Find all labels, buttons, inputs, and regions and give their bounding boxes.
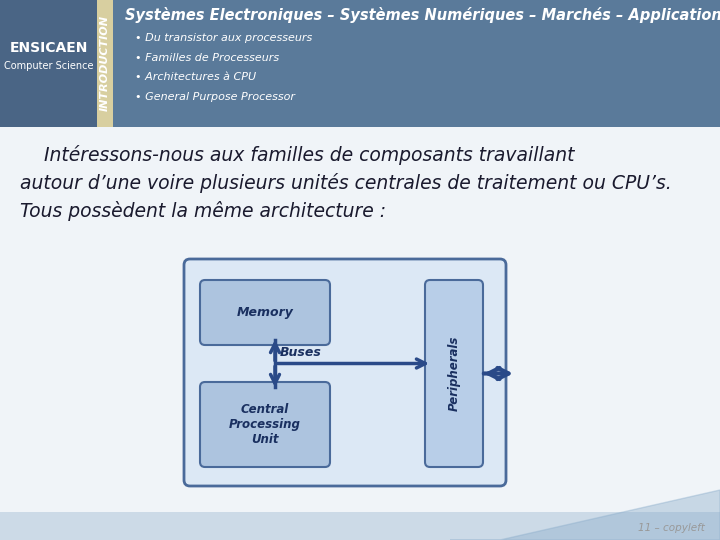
FancyBboxPatch shape	[425, 280, 483, 467]
Bar	[97, 0, 113, 127]
FancyBboxPatch shape	[200, 280, 330, 345]
Text: 11 – copyleft: 11 – copyleft	[638, 523, 705, 533]
Text: • Familles de Processeurs: • Familles de Processeurs	[135, 53, 279, 63]
Text: • Architectures à CPU: • Architectures à CPU	[135, 72, 256, 83]
Text: Central
Processing
Unit: Central Processing Unit	[229, 403, 301, 446]
Bar	[0, 0, 720, 127]
FancyBboxPatch shape	[200, 382, 330, 467]
Bar	[0, 0, 97, 127]
Polygon shape	[450, 490, 720, 540]
Text: Memory: Memory	[237, 306, 294, 319]
Text: Tous possèdent la même architecture :: Tous possèdent la même architecture :	[20, 201, 386, 221]
Text: • Du transistor aux processeurs: • Du transistor aux processeurs	[135, 33, 312, 43]
Bar	[0, 512, 720, 540]
Text: Peripherals: Peripherals	[448, 336, 461, 411]
Text: autour d’une voire plusieurs unités centrales de traitement ou CPU’s.: autour d’une voire plusieurs unités cent…	[20, 173, 672, 193]
Text: INTRODUCTION: INTRODUCTION	[100, 16, 110, 111]
Text: • General Purpose Processor: • General Purpose Processor	[135, 92, 295, 102]
Text: ENSICAEN: ENSICAEN	[9, 41, 88, 55]
FancyBboxPatch shape	[184, 259, 506, 486]
Text: Systèmes Electroniques – Systèmes Numériques – Marchés – Applications: Systèmes Electroniques – Systèmes Numéri…	[125, 7, 720, 23]
Text: Computer Science: Computer Science	[4, 61, 94, 71]
Text: Buses: Buses	[280, 346, 322, 359]
Text: Intéressons-nous aux familles de composants travaillant: Intéressons-nous aux familles de composa…	[20, 145, 575, 165]
